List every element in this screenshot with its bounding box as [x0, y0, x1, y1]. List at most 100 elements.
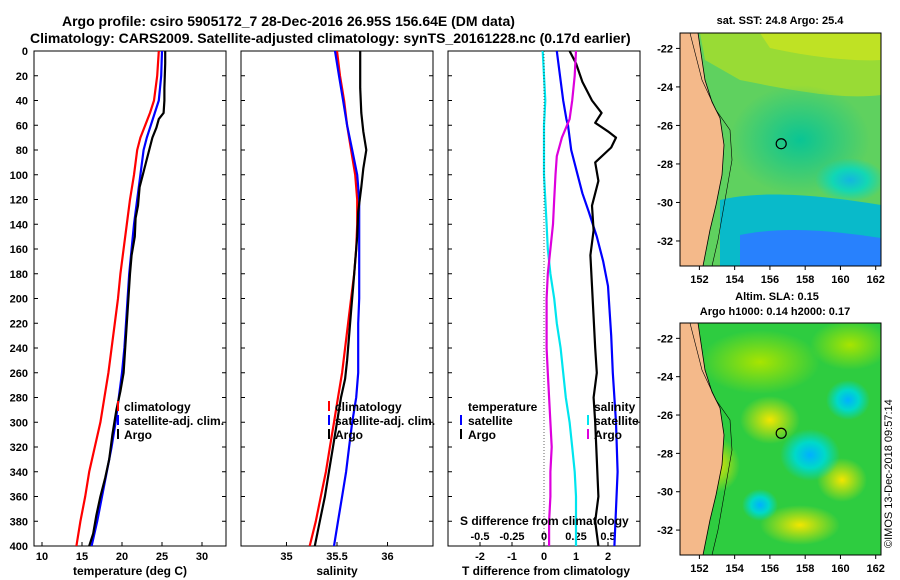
sla-cyan-patch-2 [826, 380, 870, 420]
sst-warm-region-2 [760, 33, 881, 61]
lon-tick-label: 152 [690, 274, 708, 286]
lat-tick-label: -28 [657, 448, 673, 460]
x-tick-label: -2 [475, 551, 485, 563]
lat-tick-label: -30 [657, 197, 673, 209]
depth-axis: 0 20 40 60 80 100 120 140 160 180 200 220 240 260 280 3… [10, 46, 640, 553]
temperature-x-axis: 10 15 20 25 30 [36, 542, 208, 563]
series-line-temperature-argo [568, 51, 618, 546]
depth-tick-label: 320 [10, 442, 28, 454]
lat-tick-label: -22 [657, 333, 673, 345]
depth-tick-label: 160 [10, 244, 28, 256]
lat-tick-label: -22 [657, 43, 673, 55]
sla-cyan-patch [780, 429, 840, 481]
legend-clim-label: climatology [335, 400, 402, 414]
series-line-satellite-adj-clim- [332, 51, 361, 546]
lon-tick-label: 162 [867, 274, 885, 286]
sst-map-title: sat. SST: 24.8 Argo: 25.4 [717, 15, 845, 27]
lon-tick-label: 160 [831, 563, 849, 575]
lon-tick-label: 160 [831, 274, 849, 286]
depth-tick-label: 200 [10, 294, 28, 306]
x-tick-label: 0.5 [600, 531, 615, 543]
lon-tick-label: 158 [796, 563, 814, 575]
x-tick-label: -0.5 [471, 531, 490, 543]
salinity-legend: climatology satellite-adj. clim. Argo [328, 400, 435, 442]
lon-tick-label: 152 [690, 563, 708, 575]
depth-tick-label: 40 [16, 96, 28, 108]
x-tick-label: 35.5 [326, 551, 347, 563]
depth-tick-label: 300 [10, 417, 28, 429]
sst-cold-region [740, 229, 881, 266]
x-tick-label: 15 [76, 551, 88, 563]
lat-tick-label: -32 [657, 236, 673, 248]
temperature-axis-label: temperature (deg C) [73, 564, 187, 578]
sla-lime-patch-2 [810, 323, 881, 370]
lat-tick-label: -26 [657, 410, 673, 422]
temperature-series [75, 51, 167, 546]
depth-tick-label: 360 [10, 492, 28, 504]
x-tick-label: -1 [507, 551, 517, 563]
sla-map-title: Altim. SLA: 0.15 [735, 291, 819, 303]
lon-tick-label: 154 [725, 274, 744, 286]
x-tick-label: 2 [605, 551, 611, 563]
legend-argo-label: Argo [335, 428, 363, 442]
lat-tick-label: -28 [657, 159, 673, 171]
x-tick-label: 1 [573, 551, 579, 563]
figure-subtitle: Climatology: CARS2009. Satellite-adjuste… [30, 30, 631, 46]
lon-tick-label: 158 [796, 274, 814, 286]
x-tick-label: 10 [36, 551, 48, 563]
legend-t-argo-label: Argo [468, 428, 496, 442]
isobath [689, 323, 733, 555]
difference-legend: temperature satellite Argo salinity sate… [460, 400, 639, 528]
sla-cyan-patch-3 [742, 489, 778, 521]
temperature-panel [33, 50, 227, 547]
depth-tick-label: 400 [10, 541, 28, 553]
depth-tick-label: 240 [10, 343, 28, 355]
sst-map [680, 33, 881, 266]
salinity-panel [240, 50, 434, 547]
legend-salinity-title: salinity [594, 400, 636, 414]
depth-tick-label: 20 [16, 71, 28, 83]
temperature-legend: climatology satellite-adj. clim. Argo [117, 400, 224, 442]
depth-tick-label: 380 [10, 516, 28, 528]
lon-tick-label: 156 [761, 274, 779, 286]
depth-tick-label: 120 [10, 195, 28, 207]
x-tick-label: 0 [541, 551, 547, 563]
lon-tick-label: 156 [761, 563, 779, 575]
sst-lon-axis: 152 154 156 158 160 162 [690, 266, 885, 286]
depth-tick-label: 100 [10, 170, 28, 182]
sla-yellow-patch [740, 396, 800, 444]
sst-map-frame [679, 32, 882, 267]
s-difference-axis-label: S difference from climatology [460, 514, 629, 528]
salinity-series [308, 51, 368, 546]
series-line-salinity-satellite [541, 51, 578, 546]
sla-lime-patch [700, 330, 820, 394]
legend-sat-label: satellite-adj. clim. [124, 414, 224, 428]
legend-argo-label: Argo [124, 428, 152, 442]
x-tick-label: -0.25 [499, 531, 524, 543]
lat-tick-label: -30 [657, 487, 673, 499]
x-tick-label: 20 [116, 551, 128, 563]
legend-temperature-title: temperature [468, 400, 538, 414]
difference-series [541, 51, 619, 546]
depth-tick-label: 180 [10, 269, 28, 281]
lon-tick-label: 162 [867, 563, 885, 575]
x-tick-label: 25 [156, 551, 168, 563]
salinity-x-axis: 35 35.5 36 [280, 542, 394, 563]
depth-tick-label: 280 [10, 393, 28, 405]
argo-location-marker [775, 138, 787, 150]
sst-cyan-patch [815, 158, 881, 202]
legend-sat-label: satellite-adj. clim. [335, 414, 435, 428]
x-tick-label: 36 [381, 551, 393, 563]
t-difference-axis-label: T difference from climatology [462, 564, 630, 578]
x-tick-label: 30 [196, 551, 208, 563]
australia-land [680, 323, 725, 555]
sla-lon-axis: 152 154 156 158 160 162 [690, 555, 885, 575]
legend-s-sat-label: satellite [594, 414, 639, 428]
sla-map [680, 323, 881, 555]
sla-map-subtitle: Argo h1000: 0.14 h2000: 0.17 [700, 306, 850, 318]
legend-clim-label: climatology [124, 400, 191, 414]
lat-tick-label: -32 [657, 525, 673, 537]
argo-location-marker [775, 427, 787, 439]
sla-map-frame [679, 322, 882, 556]
